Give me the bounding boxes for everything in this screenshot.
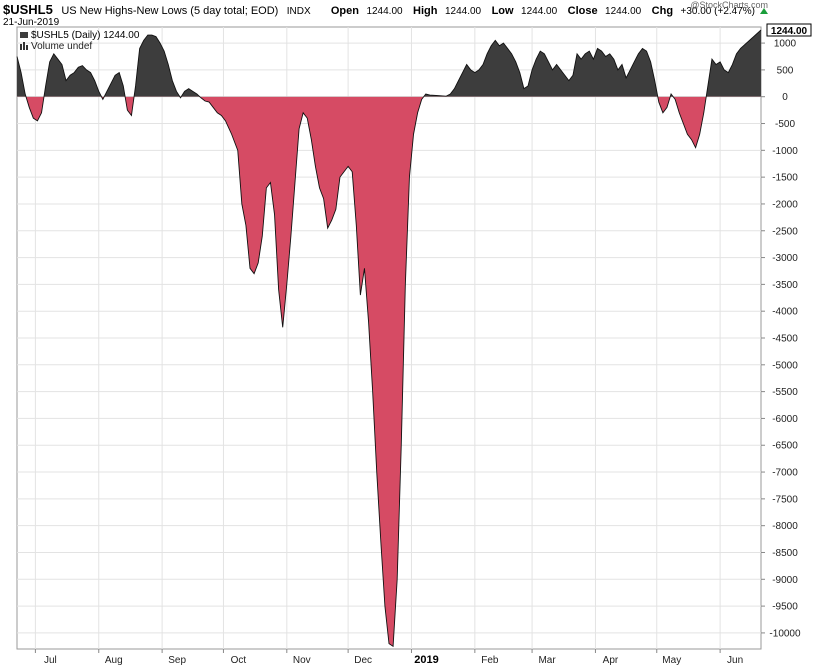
y-tick-label: -6000 <box>772 414 798 425</box>
last-value-tag: 1244.00 <box>766 23 812 37</box>
volume-legend-label: Volume undef <box>31 41 92 52</box>
legend: $USHL5 (Daily) 1244.00 Volume undef <box>20 30 140 52</box>
y-tick-label: -10000 <box>769 628 801 639</box>
x-tick-label: Feb <box>481 655 499 666</box>
y-tick-label: -4000 <box>772 307 798 318</box>
y-tick-label: -7500 <box>772 494 798 505</box>
x-tick-label: Oct <box>231 655 247 666</box>
x-tick-label: Mar <box>538 655 556 666</box>
low-label: Low <box>492 5 514 17</box>
y-tick-label: -1500 <box>772 173 798 184</box>
chg-value: +30.00 (+2.47%) <box>681 6 756 17</box>
open-value: 1244.00 <box>366 6 403 17</box>
y-tick-label: -8000 <box>772 521 798 532</box>
chart-header: $USHL5 US New Highs-New Lows (5 day tota… <box>3 1 311 18</box>
x-tick-label: Apr <box>603 655 619 666</box>
open-label: Open <box>331 5 359 17</box>
y-axis: 1000 500 0 -500 -1000 -1500 -2000 -2500 -3000 -35… <box>761 39 801 639</box>
x-tick-label: Jul <box>44 655 57 666</box>
high-label: High <box>413 5 438 17</box>
data-area <box>16 29 762 648</box>
y-tick-label: 1000 <box>774 39 797 50</box>
description: US New Highs-New Lows (5 day total; EOD) <box>61 5 278 17</box>
series-line <box>16 29 762 648</box>
up-arrow-icon <box>760 8 768 14</box>
y-tick-label: -2500 <box>772 226 798 237</box>
y-tick-label: -1000 <box>772 146 798 157</box>
x-tick-label: Aug <box>105 655 123 666</box>
symbol: $USHL5 <box>3 2 53 17</box>
low-value: 1244.00 <box>521 6 558 17</box>
chg-label: Chg <box>652 5 673 17</box>
x-tick-label: Dec <box>354 655 372 666</box>
y-tick-label: -7000 <box>772 468 798 479</box>
x-tick-label: Nov <box>293 655 311 666</box>
negative-area <box>17 96 761 647</box>
x-tick-label: Sep <box>168 655 186 666</box>
close-label: Close <box>568 5 598 17</box>
watermark: @StockCharts.com <box>690 0 768 10</box>
y-tick-label: -3000 <box>772 253 798 264</box>
chart-date: 21-Jun-2019 <box>3 17 60 28</box>
y-tick-label: -2000 <box>772 199 798 210</box>
positive-area <box>17 30 761 97</box>
series-legend-label: $USHL5 (Daily) 1244.00 <box>31 30 140 41</box>
y-tick-label: -9500 <box>772 602 798 613</box>
volume-legend-icon <box>20 42 28 50</box>
x-axis: Jul Aug Sep Oct Nov Dec 2019 Feb Mar Apr May Jun <box>34 649 743 666</box>
high-value: 1244.00 <box>445 6 482 17</box>
y-tick-label: 0 <box>782 92 788 103</box>
x-tick-label: Jun <box>727 655 743 666</box>
x-tick-label: 2019 <box>414 654 438 666</box>
series-legend-icon <box>20 32 28 38</box>
y-tick-label: -5000 <box>772 360 798 371</box>
y-tick-label: -500 <box>775 119 795 130</box>
y-tick-label: -6500 <box>772 441 798 452</box>
close-value: 1244.00 <box>605 6 642 17</box>
ohlc-bar: Open 1244.00 High 1244.00 Low 1244.00 Cl… <box>331 1 755 18</box>
y-tick-label: -5500 <box>772 387 798 398</box>
y-tick-label: -8500 <box>772 548 798 559</box>
exchange: INDX <box>287 6 311 17</box>
y-tick-label: 500 <box>777 65 794 76</box>
y-tick-label: -3500 <box>772 280 798 291</box>
y-tick-label: -4500 <box>772 334 798 345</box>
last-value-label: 1244.00 <box>771 26 808 37</box>
y-tick-label: -9000 <box>772 575 798 586</box>
x-tick-label: May <box>662 655 681 666</box>
